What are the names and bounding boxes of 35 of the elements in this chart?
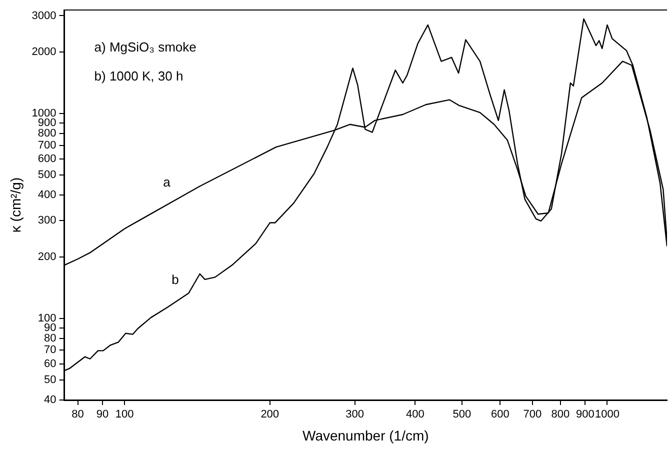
- y-tick-label: 200: [38, 250, 56, 263]
- series-label: b: [172, 272, 179, 287]
- y-tick-label: 2000: [32, 46, 56, 58]
- y-tick-label: 3000: [32, 10, 56, 22]
- y-tick-label: 60: [44, 358, 56, 370]
- y-tick-label: 90: [44, 322, 56, 334]
- y-tick-label: 80: [44, 332, 56, 344]
- y-axis-title: κ (cm²/g): [7, 177, 24, 233]
- x-tick-label: 80: [72, 408, 84, 421]
- x-tick-label: 400: [406, 408, 424, 421]
- y-tick-label: 50: [44, 374, 56, 386]
- x-tick-label: 300: [346, 408, 364, 421]
- y-tick-label: 70: [44, 344, 56, 356]
- y-tick-label: 300: [38, 214, 56, 227]
- x-tick-label: 200: [260, 408, 280, 421]
- x-tick-label: 600: [490, 408, 510, 421]
- y-tick-label: 400: [38, 189, 56, 202]
- y-tick-label: 500: [38, 169, 56, 182]
- x-tick-label: 100: [115, 408, 134, 421]
- x-tick-label: 900: [576, 408, 594, 421]
- x-axis-title: Wavenumber (1/cm): [302, 427, 429, 444]
- x-tick-label: 700: [523, 408, 542, 421]
- y-tick-label: 800: [38, 127, 56, 140]
- y-tick-label: 40: [44, 394, 56, 406]
- x-tick-label: 90: [96, 408, 109, 421]
- y-tick-label: 900: [38, 116, 56, 129]
- x-tick-label: 1000: [594, 408, 620, 421]
- annotation: a) MgSiO₃ smoke: [94, 40, 196, 55]
- series-label: a: [163, 174, 172, 190]
- y-tick-label: 700: [38, 139, 56, 152]
- x-tick-label: 500: [452, 408, 472, 421]
- y-tick-label: 100: [38, 312, 56, 324]
- annotation: b) 1000 K, 30 h: [94, 68, 184, 84]
- y-tick-label: 600: [38, 153, 56, 166]
- x-tick-label: 800: [551, 408, 570, 421]
